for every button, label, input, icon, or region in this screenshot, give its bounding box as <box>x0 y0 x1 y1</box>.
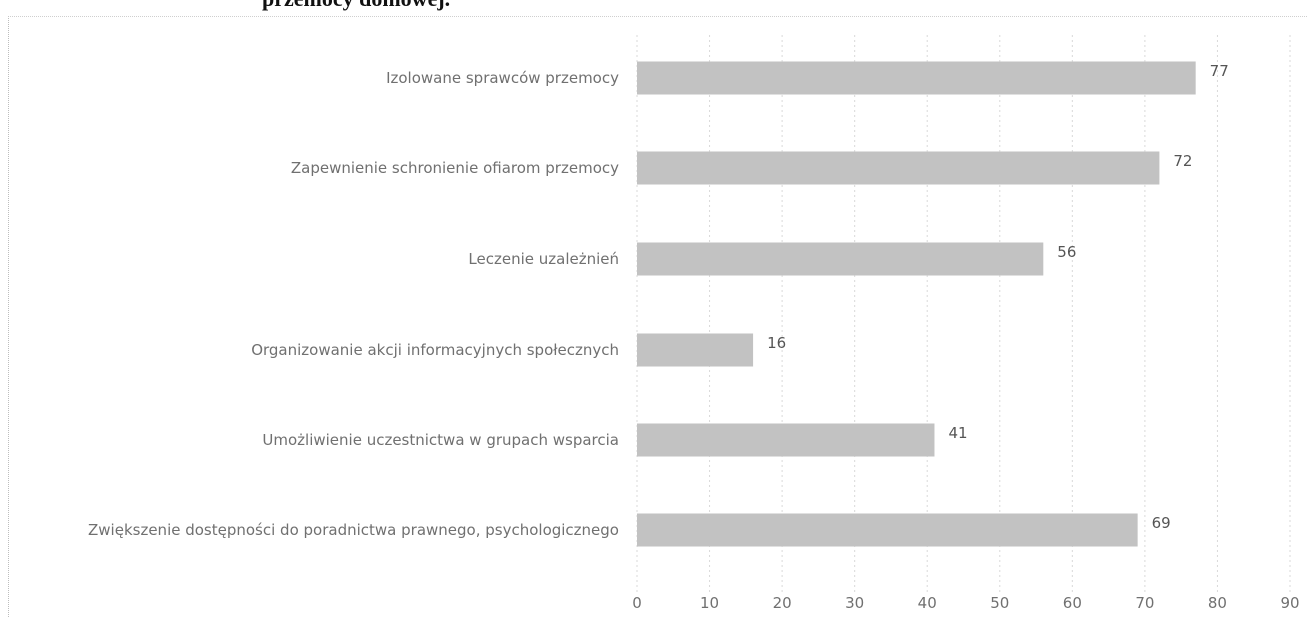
data-label: 56 <box>1057 243 1076 261</box>
category-label: Umożliwienie uczestnictwa w grupach wspa… <box>262 431 619 449</box>
bar-layer <box>637 61 1196 547</box>
x-tick-label: 90 <box>1280 594 1299 612</box>
bar <box>637 333 754 367</box>
bar <box>637 242 1044 276</box>
x-tick-label: 80 <box>1208 594 1227 612</box>
category-label: Zwiększenie dostępności do poradnictwa p… <box>88 521 619 539</box>
x-tick-label: 20 <box>773 594 792 612</box>
bar <box>637 513 1138 547</box>
bar <box>637 423 935 457</box>
value-label-layer: 77 72 56 16 41 69 <box>767 62 1229 532</box>
bar <box>637 151 1160 185</box>
category-label-layer: Izolowane sprawców przemocy Zapewnienie s… <box>88 69 619 539</box>
data-label: 69 <box>1152 514 1171 532</box>
chart-title-fragment: przemocy domowej. <box>262 0 450 12</box>
x-tick-label: 10 <box>700 594 719 612</box>
data-label: 77 <box>1210 62 1229 80</box>
bar <box>637 61 1196 95</box>
x-tick-label: 70 <box>1135 594 1154 612</box>
category-label: Leczenie uzależnień <box>468 250 619 268</box>
data-label: 41 <box>948 424 967 442</box>
x-tick-label: 30 <box>845 594 864 612</box>
category-label: Organizowanie akcji informacyjnych społe… <box>251 341 619 359</box>
x-tick-label: 40 <box>918 594 937 612</box>
x-axis-tick-layer: 0 10 20 30 40 50 60 70 80 90 <box>632 594 1299 612</box>
category-label: Zapewnienie schronienie ofiarom przemocy <box>291 159 619 177</box>
grid-layer <box>636 35 1291 592</box>
data-label: 72 <box>1173 152 1192 170</box>
chart-frame <box>8 16 1307 617</box>
x-tick-label: 0 <box>632 594 642 612</box>
x-tick-label: 60 <box>1063 594 1082 612</box>
category-label: Izolowane sprawców przemocy <box>386 69 619 87</box>
data-label: 16 <box>767 334 786 352</box>
x-tick-label: 50 <box>990 594 1009 612</box>
